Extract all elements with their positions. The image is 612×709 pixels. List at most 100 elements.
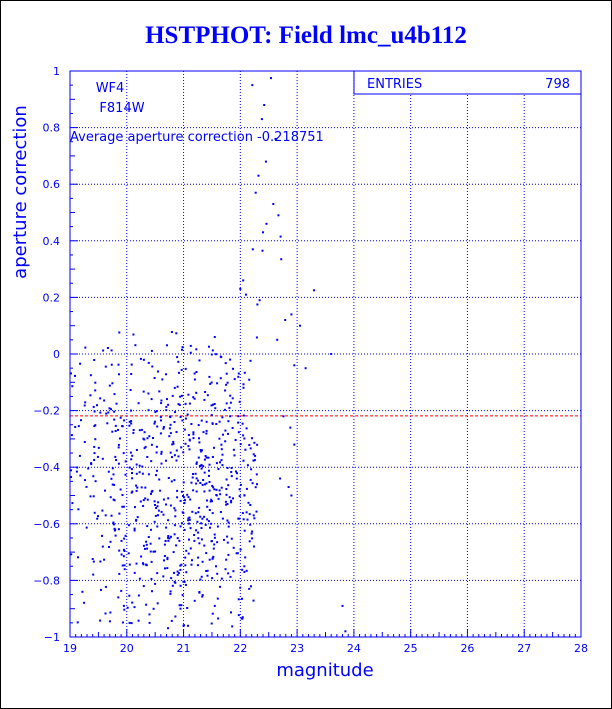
- data-point: [186, 493, 189, 496]
- data-point: [151, 590, 153, 593]
- data-point: [180, 446, 183, 449]
- data-point: [182, 624, 185, 627]
- data-point: [113, 483, 116, 486]
- data-point: [213, 446, 215, 449]
- data-point: [241, 616, 244, 619]
- data-point: [185, 571, 188, 574]
- data-point: [83, 601, 86, 604]
- data-point: [127, 524, 130, 527]
- data-point: [202, 431, 205, 434]
- data-point: [248, 540, 251, 543]
- data-point: [255, 510, 258, 513]
- data-point: [197, 456, 200, 459]
- data-point: [165, 409, 168, 412]
- data-point: [96, 404, 98, 407]
- data-point: [110, 349, 113, 352]
- data-point: [212, 547, 215, 550]
- data-point: [132, 431, 135, 434]
- data-point: [103, 558, 106, 561]
- data-point: [163, 555, 166, 557]
- data-point: [187, 434, 190, 436]
- data-point: [177, 360, 180, 363]
- data-point: [135, 472, 138, 475]
- data-point: [135, 449, 138, 451]
- data-point: [228, 496, 231, 499]
- data-point: [220, 577, 223, 580]
- data-point: [135, 519, 138, 522]
- data-point: [225, 558, 228, 561]
- data-point: [94, 381, 97, 384]
- data-point: [175, 332, 178, 335]
- data-point: [187, 519, 190, 522]
- data-point: [176, 385, 179, 388]
- data-point: [200, 575, 203, 578]
- data-point: [135, 562, 138, 565]
- data-point: [154, 411, 157, 414]
- data-point: [193, 378, 196, 381]
- data-point: [187, 624, 189, 627]
- data-point: [109, 611, 112, 614]
- data-point: [200, 450, 203, 453]
- data-point: [279, 477, 282, 480]
- data-point: [110, 363, 113, 366]
- data-point: [128, 594, 131, 597]
- data-point: [109, 496, 112, 499]
- data-point: [243, 371, 246, 374]
- data-point: [263, 104, 266, 106]
- data-point: [130, 622, 133, 625]
- data-point: [131, 490, 134, 493]
- data-point: [201, 449, 203, 452]
- data-point: [219, 493, 222, 496]
- data-point: [249, 504, 252, 506]
- data-point: [110, 514, 113, 517]
- data-point: [144, 497, 147, 500]
- data-point: [219, 585, 221, 588]
- data-point: [90, 463, 93, 466]
- data-point: [217, 468, 220, 470]
- data-point: [173, 479, 176, 482]
- data-point: [156, 505, 159, 508]
- data-point: [162, 426, 165, 428]
- data-point: [244, 556, 247, 559]
- data-point: [195, 482, 198, 485]
- data-point: [101, 545, 104, 548]
- data-point: [179, 415, 182, 418]
- data-point: [242, 383, 245, 386]
- data-point: [94, 438, 97, 441]
- data-point: [205, 432, 208, 435]
- data-point: [264, 160, 267, 163]
- data-point: [219, 355, 222, 358]
- data-point: [253, 459, 256, 462]
- y-tick-label: −0.6: [33, 518, 60, 531]
- data-point: [183, 502, 186, 505]
- data-point: [255, 336, 258, 339]
- data-point: [190, 423, 193, 425]
- data-point: [242, 414, 245, 417]
- data-point: [165, 526, 168, 529]
- data-point: [138, 577, 141, 580]
- data-point: [195, 490, 198, 493]
- data-point: [118, 373, 120, 376]
- data-point: [160, 462, 163, 465]
- data-point: [199, 482, 202, 484]
- data-point: [174, 509, 177, 512]
- data-point: [252, 459, 255, 462]
- data-point: [91, 558, 94, 560]
- data-point: [208, 509, 211, 511]
- data-point: [126, 606, 129, 609]
- data-point: [135, 484, 138, 487]
- data-point: [117, 363, 120, 366]
- data-point: [193, 539, 196, 542]
- data-point: [226, 519, 229, 522]
- data-point: [156, 602, 159, 605]
- data-point: [232, 448, 235, 451]
- x-tick-label: 26: [460, 642, 474, 655]
- data-point: [234, 439, 237, 441]
- data-point: [232, 570, 235, 573]
- data-point: [205, 552, 208, 555]
- data-point: [114, 430, 117, 432]
- data-point: [193, 599, 196, 602]
- data-point: [204, 523, 207, 526]
- data-point: [280, 258, 283, 261]
- data-point: [226, 467, 229, 469]
